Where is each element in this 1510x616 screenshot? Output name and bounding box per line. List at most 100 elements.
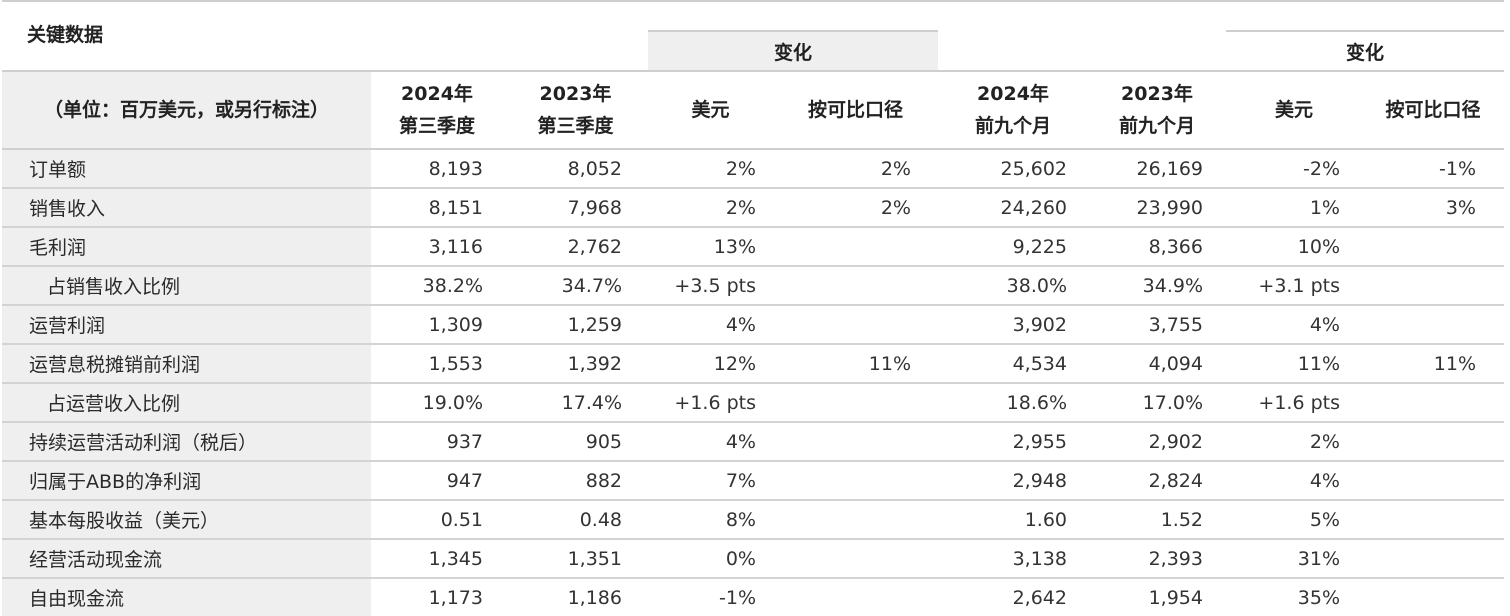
cell-9m-change-usd: -2% — [1226, 149, 1362, 189]
cell-9m-2024: 9,225 — [938, 227, 1088, 267]
table-row: 基本每股收益（美元） 0.51 0.48 8% 1.60 1.52 5% — [2, 500, 1504, 540]
table-row: 归属于ABB的净利润 947 882 7% 2,948 2,824 4% — [2, 461, 1504, 501]
cell-9m-change-comparable — [1362, 266, 1504, 306]
cell-q3-change-comparable: 11% — [773, 344, 938, 384]
cell-q3-2023: 34.7% — [503, 266, 648, 306]
cell-q3-2023: 8,052 — [503, 149, 648, 189]
row-label: 订单额 — [2, 149, 371, 189]
cell-9m-change-comparable — [1362, 539, 1504, 579]
row-label: 归属于ABB的净利润 — [2, 461, 371, 501]
cell-q3-change-usd: 2% — [648, 188, 773, 228]
cell-9m-change-usd: 2% — [1226, 422, 1362, 462]
cell-q3-change-comparable — [773, 539, 938, 579]
cell-9m-change-usd: 11% — [1226, 344, 1362, 384]
table-row: 销售收入 8,151 7,968 2% 2% 24,260 23,990 1% 3% — [2, 188, 1504, 228]
table-row: 自由现金流 1,173 1,186 -1% 2,642 1,954 35% — [2, 578, 1504, 616]
cell-q3-2024: 1,345 — [371, 539, 503, 579]
row-label: 运营利润 — [2, 305, 371, 345]
column-header-9m-2024: 2024年 前九个月 — [938, 70, 1088, 150]
cell-9m-change-usd: 4% — [1226, 461, 1362, 501]
cell-9m-change-comparable: 3% — [1362, 188, 1504, 228]
cell-9m-2023: 2,824 — [1088, 461, 1226, 501]
cell-q3-2023: 0.48 — [503, 500, 648, 540]
table-row: 占运营收入比例 19.0% 17.4% +1.6 pts 18.6% 17.0% +1.6 … — [2, 383, 1504, 423]
cell-9m-change-usd: 31% — [1226, 539, 1362, 579]
cell-9m-change-comparable — [1362, 500, 1504, 540]
cell-q3-2024: 8,193 — [371, 149, 503, 189]
row-label: 占销售收入比例 — [2, 266, 371, 306]
cell-q3-change-comparable — [773, 500, 938, 540]
cell-q3-change-comparable — [773, 227, 938, 267]
cell-q3-2023: 1,259 — [503, 305, 648, 345]
table-row: 持续运营活动利润（税后） 937 905 4% 2,955 2,902 2% — [2, 422, 1504, 462]
group-header-change-9m: 变化 — [1226, 30, 1504, 71]
cell-q3-change-comparable — [773, 266, 938, 306]
cell-9m-2023: 17.0% — [1088, 383, 1226, 423]
cell-9m-change-usd: 1% — [1226, 188, 1362, 228]
cell-q3-2024: 1,173 — [428, 586, 483, 609]
cell-q3-2023: 1,186 — [567, 586, 622, 609]
cell-9m-2023: 2,902 — [1088, 422, 1226, 462]
cell-q3-change-usd: -1% — [719, 586, 756, 609]
cell-q3-change-usd: 4% — [648, 305, 773, 345]
cell-9m-change-usd: 5% — [1226, 500, 1362, 540]
row-label: 占运营收入比例 — [2, 383, 371, 423]
cell-q3-2023: 882 — [503, 461, 648, 501]
column-header-q3-2024: 2024年 第三季度 — [371, 70, 503, 150]
table-row: 占销售收入比例 38.2% 34.7% +3.5 pts 38.0% 34.9% +3.1 … — [2, 266, 1504, 306]
column-header-9m-change-comparable: 按可比口径 — [1362, 70, 1504, 150]
table-row: 运营利润 1,309 1,259 4% 3,902 3,755 4% — [2, 305, 1504, 345]
cell-q3-change-usd: 8% — [648, 500, 773, 540]
group-header-row: 变化 变化 — [2, 30, 1504, 71]
cell-9m-2024: 18.6% — [938, 383, 1088, 423]
cell-q3-change-comparable — [773, 383, 938, 423]
row-label: 运营息税摊销前利润 — [2, 344, 371, 384]
table-row: 运营息税摊销前利润 1,553 1,392 12% 11% 4,534 4,094 11% 11… — [2, 344, 1504, 384]
cell-q3-change-usd: 13% — [648, 227, 773, 267]
cell-q3-change-usd: 4% — [648, 422, 773, 462]
cell-q3-change-usd: 12% — [648, 344, 773, 384]
cell-9m-change-comparable — [1362, 305, 1504, 345]
column-header-9m-2023: 2023年 前九个月 — [1088, 70, 1226, 150]
cell-9m-change-usd: 35% — [1297, 586, 1340, 609]
cell-9m-2024: 3,902 — [938, 305, 1088, 345]
cell-q3-change-usd: 0% — [648, 539, 773, 579]
cell-9m-2023: 26,169 — [1088, 149, 1226, 189]
column-header-unit: （单位：百万美元，或另行标注） — [2, 70, 371, 150]
cell-q3-change-comparable — [773, 422, 938, 462]
cell-9m-2024: 24,260 — [938, 188, 1088, 228]
row-label: 基本每股收益（美元） — [2, 500, 371, 540]
column-header-row: （单位：百万美元，或另行标注） 2024年 第三季度 2023年 第三季度 美元 按… — [2, 70, 1504, 150]
cell-9m-change-comparable — [1362, 461, 1504, 501]
cell-q3-2023: 17.4% — [503, 383, 648, 423]
column-header-q3-2023: 2023年 第三季度 — [503, 70, 648, 150]
group-header-change-q3: 变化 — [648, 30, 938, 71]
cell-9m-change-usd: 4% — [1226, 305, 1362, 345]
cell-9m-2023: 3,755 — [1088, 305, 1226, 345]
cell-9m-change-usd: 10% — [1226, 227, 1362, 267]
row-label: 毛利润 — [2, 227, 371, 267]
cell-9m-change-comparable — [1362, 578, 1504, 616]
cell-9m-2024: 38.0% — [938, 266, 1088, 306]
cell-9m-2024: 2,955 — [938, 422, 1088, 462]
column-header-q3-change-comparable: 按可比口径 — [773, 70, 938, 150]
cell-9m-2023: 2,393 — [1088, 539, 1226, 579]
column-header-q3-change-usd: 美元 — [648, 70, 773, 150]
cell-q3-2024: 8,151 — [371, 188, 503, 228]
cell-q3-2024: 1,553 — [371, 344, 503, 384]
cell-q3-2023: 905 — [503, 422, 648, 462]
cell-q3-2024: 937 — [371, 422, 503, 462]
cell-q3-2024: 1,309 — [371, 305, 503, 345]
table-row: 经营活动现金流 1,345 1,351 0% 3,138 2,393 31% — [2, 539, 1504, 579]
row-label: 销售收入 — [2, 188, 371, 228]
top-border-row — [2, 0, 1504, 31]
cell-q3-change-comparable — [773, 305, 938, 345]
cell-9m-2023: 34.9% — [1088, 266, 1226, 306]
cell-9m-2023: 1.52 — [1088, 500, 1226, 540]
cell-q3-2024: 947 — [371, 461, 503, 501]
row-label: 自由现金流 — [2, 578, 371, 616]
cell-9m-2024: 25,602 — [938, 149, 1088, 189]
cell-9m-2023: 4,094 — [1088, 344, 1226, 384]
